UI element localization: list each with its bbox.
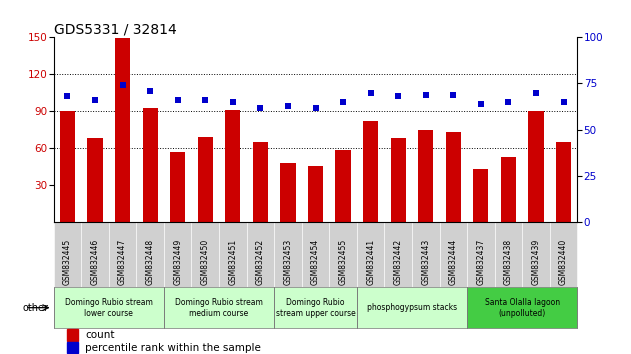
Bar [418, 130, 433, 222]
Text: GSM832441: GSM832441 [366, 239, 375, 285]
Bar [556, 142, 571, 222]
Point [476, 101, 486, 107]
Bar [357, 222, 384, 287]
Bar [412, 222, 440, 287]
Bar [384, 222, 412, 287]
Bar [67, 329, 78, 341]
Text: Domingo Rubio
stream upper course: Domingo Rubio stream upper course [276, 298, 355, 318]
Point [228, 99, 238, 105]
Bar [253, 142, 268, 222]
Bar [67, 342, 78, 354]
Text: count: count [85, 330, 115, 340]
Bar [54, 222, 81, 287]
Text: GSM832455: GSM832455 [339, 239, 348, 285]
Bar [528, 111, 543, 222]
Point [558, 99, 569, 105]
Bar [88, 138, 103, 222]
Bar [191, 222, 219, 287]
Bar [357, 287, 467, 328]
Bar [336, 150, 351, 222]
Point [117, 82, 127, 88]
Bar [329, 222, 357, 287]
Point [421, 92, 431, 97]
Text: GSM832438: GSM832438 [504, 239, 513, 285]
Text: GSM832446: GSM832446 [90, 239, 100, 285]
Text: GSM832442: GSM832442 [394, 239, 403, 285]
Bar [467, 287, 577, 328]
Bar [54, 287, 164, 328]
Text: GSM832440: GSM832440 [559, 239, 568, 285]
Bar [164, 287, 274, 328]
Text: GSM832437: GSM832437 [476, 239, 485, 285]
Bar [522, 222, 550, 287]
Text: GSM832445: GSM832445 [63, 239, 72, 285]
Bar [219, 222, 247, 287]
Bar [115, 38, 130, 222]
Bar [60, 111, 75, 222]
Text: Domingo Rubio stream
lower course: Domingo Rubio stream lower course [65, 298, 153, 318]
Bar [440, 222, 467, 287]
Bar [495, 222, 522, 287]
Bar [280, 163, 295, 222]
Bar [467, 222, 495, 287]
Point [90, 97, 100, 103]
Point [310, 105, 321, 110]
Bar [501, 157, 516, 222]
Bar [391, 138, 406, 222]
Bar [274, 222, 302, 287]
Point [504, 99, 514, 105]
Bar [143, 108, 158, 222]
Bar [109, 222, 136, 287]
Bar [198, 137, 213, 222]
Bar [550, 222, 577, 287]
Bar [445, 132, 461, 222]
Bar [302, 222, 329, 287]
Point [283, 103, 293, 109]
Text: GSM832444: GSM832444 [449, 239, 458, 285]
Point [200, 97, 210, 103]
Point [393, 93, 403, 99]
Bar [473, 169, 488, 222]
Text: GSM832453: GSM832453 [283, 239, 292, 285]
Point [448, 92, 458, 97]
Point [338, 99, 348, 105]
Bar [247, 222, 274, 287]
Point [365, 90, 375, 96]
Text: GSM832443: GSM832443 [422, 239, 430, 285]
Text: GSM832451: GSM832451 [228, 239, 237, 285]
Text: percentile rank within the sample: percentile rank within the sample [85, 343, 261, 353]
Text: Santa Olalla lagoon
(unpolluted): Santa Olalla lagoon (unpolluted) [485, 298, 560, 318]
Text: GDS5331 / 32814: GDS5331 / 32814 [54, 22, 177, 36]
Bar [136, 222, 164, 287]
Text: GSM832449: GSM832449 [173, 239, 182, 285]
Text: other: other [22, 303, 49, 313]
Bar [308, 166, 323, 222]
Text: GSM832454: GSM832454 [311, 239, 320, 285]
Bar [274, 287, 357, 328]
Point [173, 97, 183, 103]
Text: GSM832450: GSM832450 [201, 239, 209, 285]
Text: phosphogypsum stacks: phosphogypsum stacks [367, 303, 457, 312]
Point [62, 93, 73, 99]
Text: GSM832452: GSM832452 [256, 239, 265, 285]
Bar [164, 222, 191, 287]
Bar [81, 222, 109, 287]
Bar [170, 152, 186, 222]
Point [145, 88, 155, 94]
Bar [363, 121, 378, 222]
Point [531, 90, 541, 96]
Bar [225, 110, 240, 222]
Text: GSM832447: GSM832447 [118, 239, 127, 285]
Text: GSM832439: GSM832439 [531, 239, 541, 285]
Point [256, 105, 266, 110]
Text: GSM832448: GSM832448 [146, 239, 155, 285]
Text: Domingo Rubio stream
medium course: Domingo Rubio stream medium course [175, 298, 263, 318]
